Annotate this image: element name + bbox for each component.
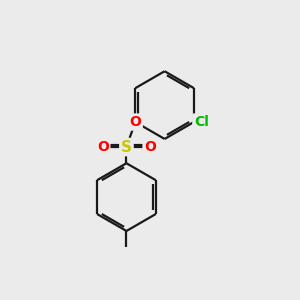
Text: O: O [97, 140, 109, 154]
Text: S: S [121, 140, 132, 154]
Text: Cl: Cl [194, 115, 209, 129]
Text: O: O [129, 115, 141, 129]
Text: O: O [144, 140, 156, 154]
